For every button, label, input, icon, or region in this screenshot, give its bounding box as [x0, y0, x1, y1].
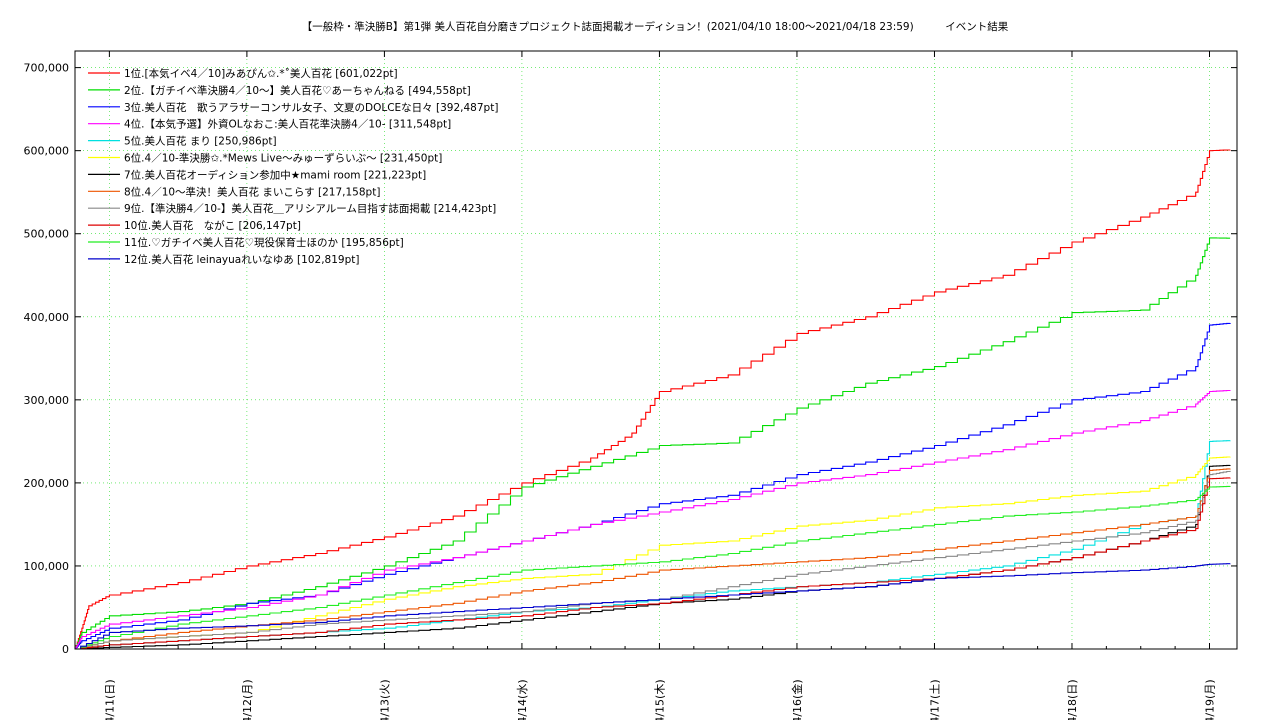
y-tick-label: 200,000	[24, 477, 70, 490]
x-tick-label: 04/14(水)	[516, 679, 529, 720]
legend-entry: 7位.美人百花オーディション参加中★mami room [221,223pt]	[124, 168, 426, 181]
series-line-8	[75, 468, 1231, 650]
legend-entry: 6位.4／10-準決勝✩.*Mews Live～みゅーずらいぶ～ [231,45…	[124, 152, 442, 165]
y-tick-label: 500,000	[24, 228, 70, 241]
x-tick-label: 04/19(月)	[1203, 679, 1216, 720]
x-axis: 04/11(日) 04/12(月) 04/13(火) 04/14(水) 04/15(木)…	[103, 51, 1216, 720]
x-tick-label: 04/16(金)	[790, 679, 804, 720]
series-line-11	[75, 485, 1231, 650]
chart-title: 【一般枠・準決勝B】第1弾 美人百花自分磨きプロジェクト誌面掲載オーディション！…	[302, 20, 1009, 33]
y-axis: 0 100,000 200,000 300,000 400,000 500,000 600,…	[24, 62, 1237, 656]
series-line-6	[75, 456, 1231, 650]
x-tick-label: 04/17(土)	[928, 679, 941, 720]
x-tick-label: 04/18(日)	[1066, 679, 1079, 720]
y-tick-label: 700,000	[24, 62, 70, 75]
y-tick-label: 300,000	[24, 394, 70, 407]
legend-entry: 10位.美人百花 ながこ [206,147pt]	[124, 219, 301, 232]
series-line-2	[75, 237, 1231, 650]
series-line-1	[75, 149, 1231, 650]
x-tick-label: 04/12(月)	[241, 679, 254, 720]
y-tick-label: 100,000	[24, 560, 70, 573]
y-tick-label: 0	[62, 643, 69, 656]
series-line-7	[75, 464, 1231, 650]
legend-entry: 4位.【本気予選】外資OLなおこ:美人百花準決勝4／10- [311,548pt…	[124, 118, 451, 131]
legend-entry: 2位.【ガチイベ準決勝4／10〜】美人百花♡あーちゃんねる [494,558pt…	[124, 84, 471, 97]
x-tick-label: 04/13(火)	[378, 679, 391, 720]
series-line-5	[75, 440, 1231, 650]
series-line-9	[75, 470, 1231, 650]
series-line-4	[75, 389, 1231, 650]
legend-entry: 3位.美人百花 歌うアラサーコンサル女子、文夏のDOLCEな日々 [392,48…	[124, 101, 498, 114]
x-tick-label: 04/11(日)	[103, 679, 116, 720]
grid	[75, 51, 1237, 649]
legend: 1位.[本気イベ4／10]みあぴん✩.*˚美人百花 [601,022pt] 2位.…	[88, 67, 498, 266]
series-line-10	[75, 477, 1231, 650]
series-lines	[75, 149, 1231, 650]
legend-entry: 1位.[本気イベ4／10]みあぴん✩.*˚美人百花 [601,022pt]	[124, 67, 398, 80]
legend-entry: 9位.【準決勝4／10-】美人百花＿アリシアルーム目指す誌面掲載 [214,42…	[124, 202, 496, 215]
plot-frame	[74, 50, 1238, 650]
legend-entry: 12位.美人百花 leinayuaれいなゆあ [102,819pt]	[124, 253, 359, 266]
x-tick-label: 04/15(木)	[653, 679, 666, 720]
legend-entry: 11位.♡ガチイベ美人百花♡現役保育士ほのか [195,856pt]	[124, 236, 404, 249]
series-line-12	[75, 563, 1231, 650]
legend-entry: 5位.美人百花 まり [250,986pt]	[124, 135, 277, 148]
y-tick-label: 600,000	[24, 145, 70, 158]
legend-entry: 8位.4／10〜準決！美人百花 まいこらす [217,158pt]	[124, 185, 380, 198]
y-tick-label: 400,000	[24, 311, 70, 324]
